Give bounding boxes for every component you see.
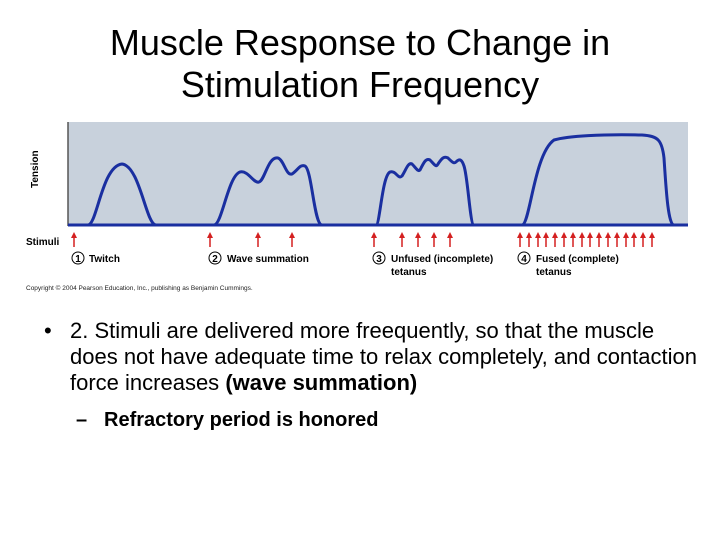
- title-line-1: Muscle Response to Change in: [109, 22, 611, 63]
- title-line-2: Stimulation Frequency: [180, 64, 540, 105]
- stimulus-arrow-head: [431, 232, 437, 238]
- bullet-bold-term: (wave summation): [225, 370, 418, 395]
- stimulus-arrow-head: [399, 232, 405, 238]
- stimulation-figure: Tension Stimuli 1 Twitch 2 Wave summatio…: [22, 118, 690, 298]
- stimulus-arrow-head: [552, 232, 558, 238]
- stimulus-arrow-head: [207, 232, 213, 238]
- tension-axis-label: Tension: [30, 150, 41, 188]
- stimulation-diagram: Tension Stimuli 1 Twitch 2 Wave summatio…: [26, 122, 688, 292]
- panel-label: Fused (complete): [536, 254, 619, 265]
- twitch-trace: [87, 162, 157, 227]
- panel-label: Twitch: [89, 254, 120, 265]
- slide-body: • 2. Stimuli are delivered more freequen…: [38, 318, 698, 432]
- panel-number-circle: [208, 251, 222, 265]
- fused-tetanus-trace: [520, 133, 675, 227]
- stimulus-arrow-head: [561, 232, 567, 238]
- panel-number-circle: [517, 251, 531, 265]
- stimuli-label: Stimuli: [26, 237, 60, 248]
- stimulus-arrow-head: [596, 232, 602, 238]
- panel-label-2: 2 Wave summation: [208, 251, 309, 265]
- stimulus-arrow-head: [535, 232, 541, 238]
- stimulus-arrows: [71, 232, 655, 247]
- copyright-notice: Copyright © 2004 Pearson Education, Inc.…: [26, 284, 253, 292]
- panel-number: 2: [212, 254, 218, 265]
- wave-summation-trace: [213, 156, 324, 227]
- stimulus-arrow-head: [517, 232, 523, 238]
- panel-number: 1: [75, 254, 81, 265]
- panel-number-circle: [372, 251, 386, 265]
- stimulus-arrow-head: [587, 232, 593, 238]
- bullet-marker: •: [44, 318, 52, 343]
- stimulus-arrow-head: [543, 232, 549, 238]
- panel-number: 3: [376, 254, 382, 265]
- slide-title: Muscle Response to Change in Stimulation…: [0, 22, 720, 106]
- sub-bullet-item: – Refractory period is honored: [38, 408, 698, 432]
- stimulus-arrow-head: [649, 232, 655, 238]
- stimulus-arrow-head: [623, 232, 629, 238]
- panel-label-line-2: tetanus: [536, 267, 572, 278]
- stimulus-arrow-head: [579, 232, 585, 238]
- stimulus-arrow-head: [71, 232, 77, 238]
- unfused-tetanus-trace: [374, 155, 476, 227]
- stimulus-arrow-head: [605, 232, 611, 238]
- stimulus-arrow-head: [640, 232, 646, 238]
- stimulus-arrow-head: [526, 232, 532, 238]
- stimulus-arrow-head: [447, 232, 453, 238]
- tension-panel-background: [68, 122, 688, 226]
- bullet-item: • 2. Stimuli are delivered more freequen…: [38, 318, 698, 396]
- sub-bullet-marker: –: [76, 409, 88, 431]
- stimulus-arrow-head: [415, 232, 421, 238]
- panel-label: Wave summation: [227, 254, 309, 265]
- stimulus-arrow-head: [255, 232, 261, 238]
- panel-label: Unfused (incomplete): [391, 254, 493, 265]
- stimulus-arrow-head: [570, 232, 576, 238]
- stimulus-arrow-head: [631, 232, 637, 238]
- panel-number: 4: [521, 254, 527, 265]
- stimulus-arrow-head: [371, 232, 377, 238]
- bullet-text: 2. Stimuli are delivered more freequentl…: [70, 318, 697, 395]
- stimulus-arrow-head: [289, 232, 295, 238]
- panel-label-1: 1 Twitch: [71, 251, 120, 265]
- sub-bullet-text: Refractory period is honored: [104, 409, 379, 431]
- panel-label-3: 3 Unfused (incomplete) tetanus: [372, 251, 493, 278]
- panel-label-4: 4 Fused (complete) tetanus: [517, 251, 619, 278]
- panel-number-circle: [71, 251, 85, 265]
- stimulus-arrow-head: [614, 232, 620, 238]
- panel-label-line-2: tetanus: [391, 267, 427, 278]
